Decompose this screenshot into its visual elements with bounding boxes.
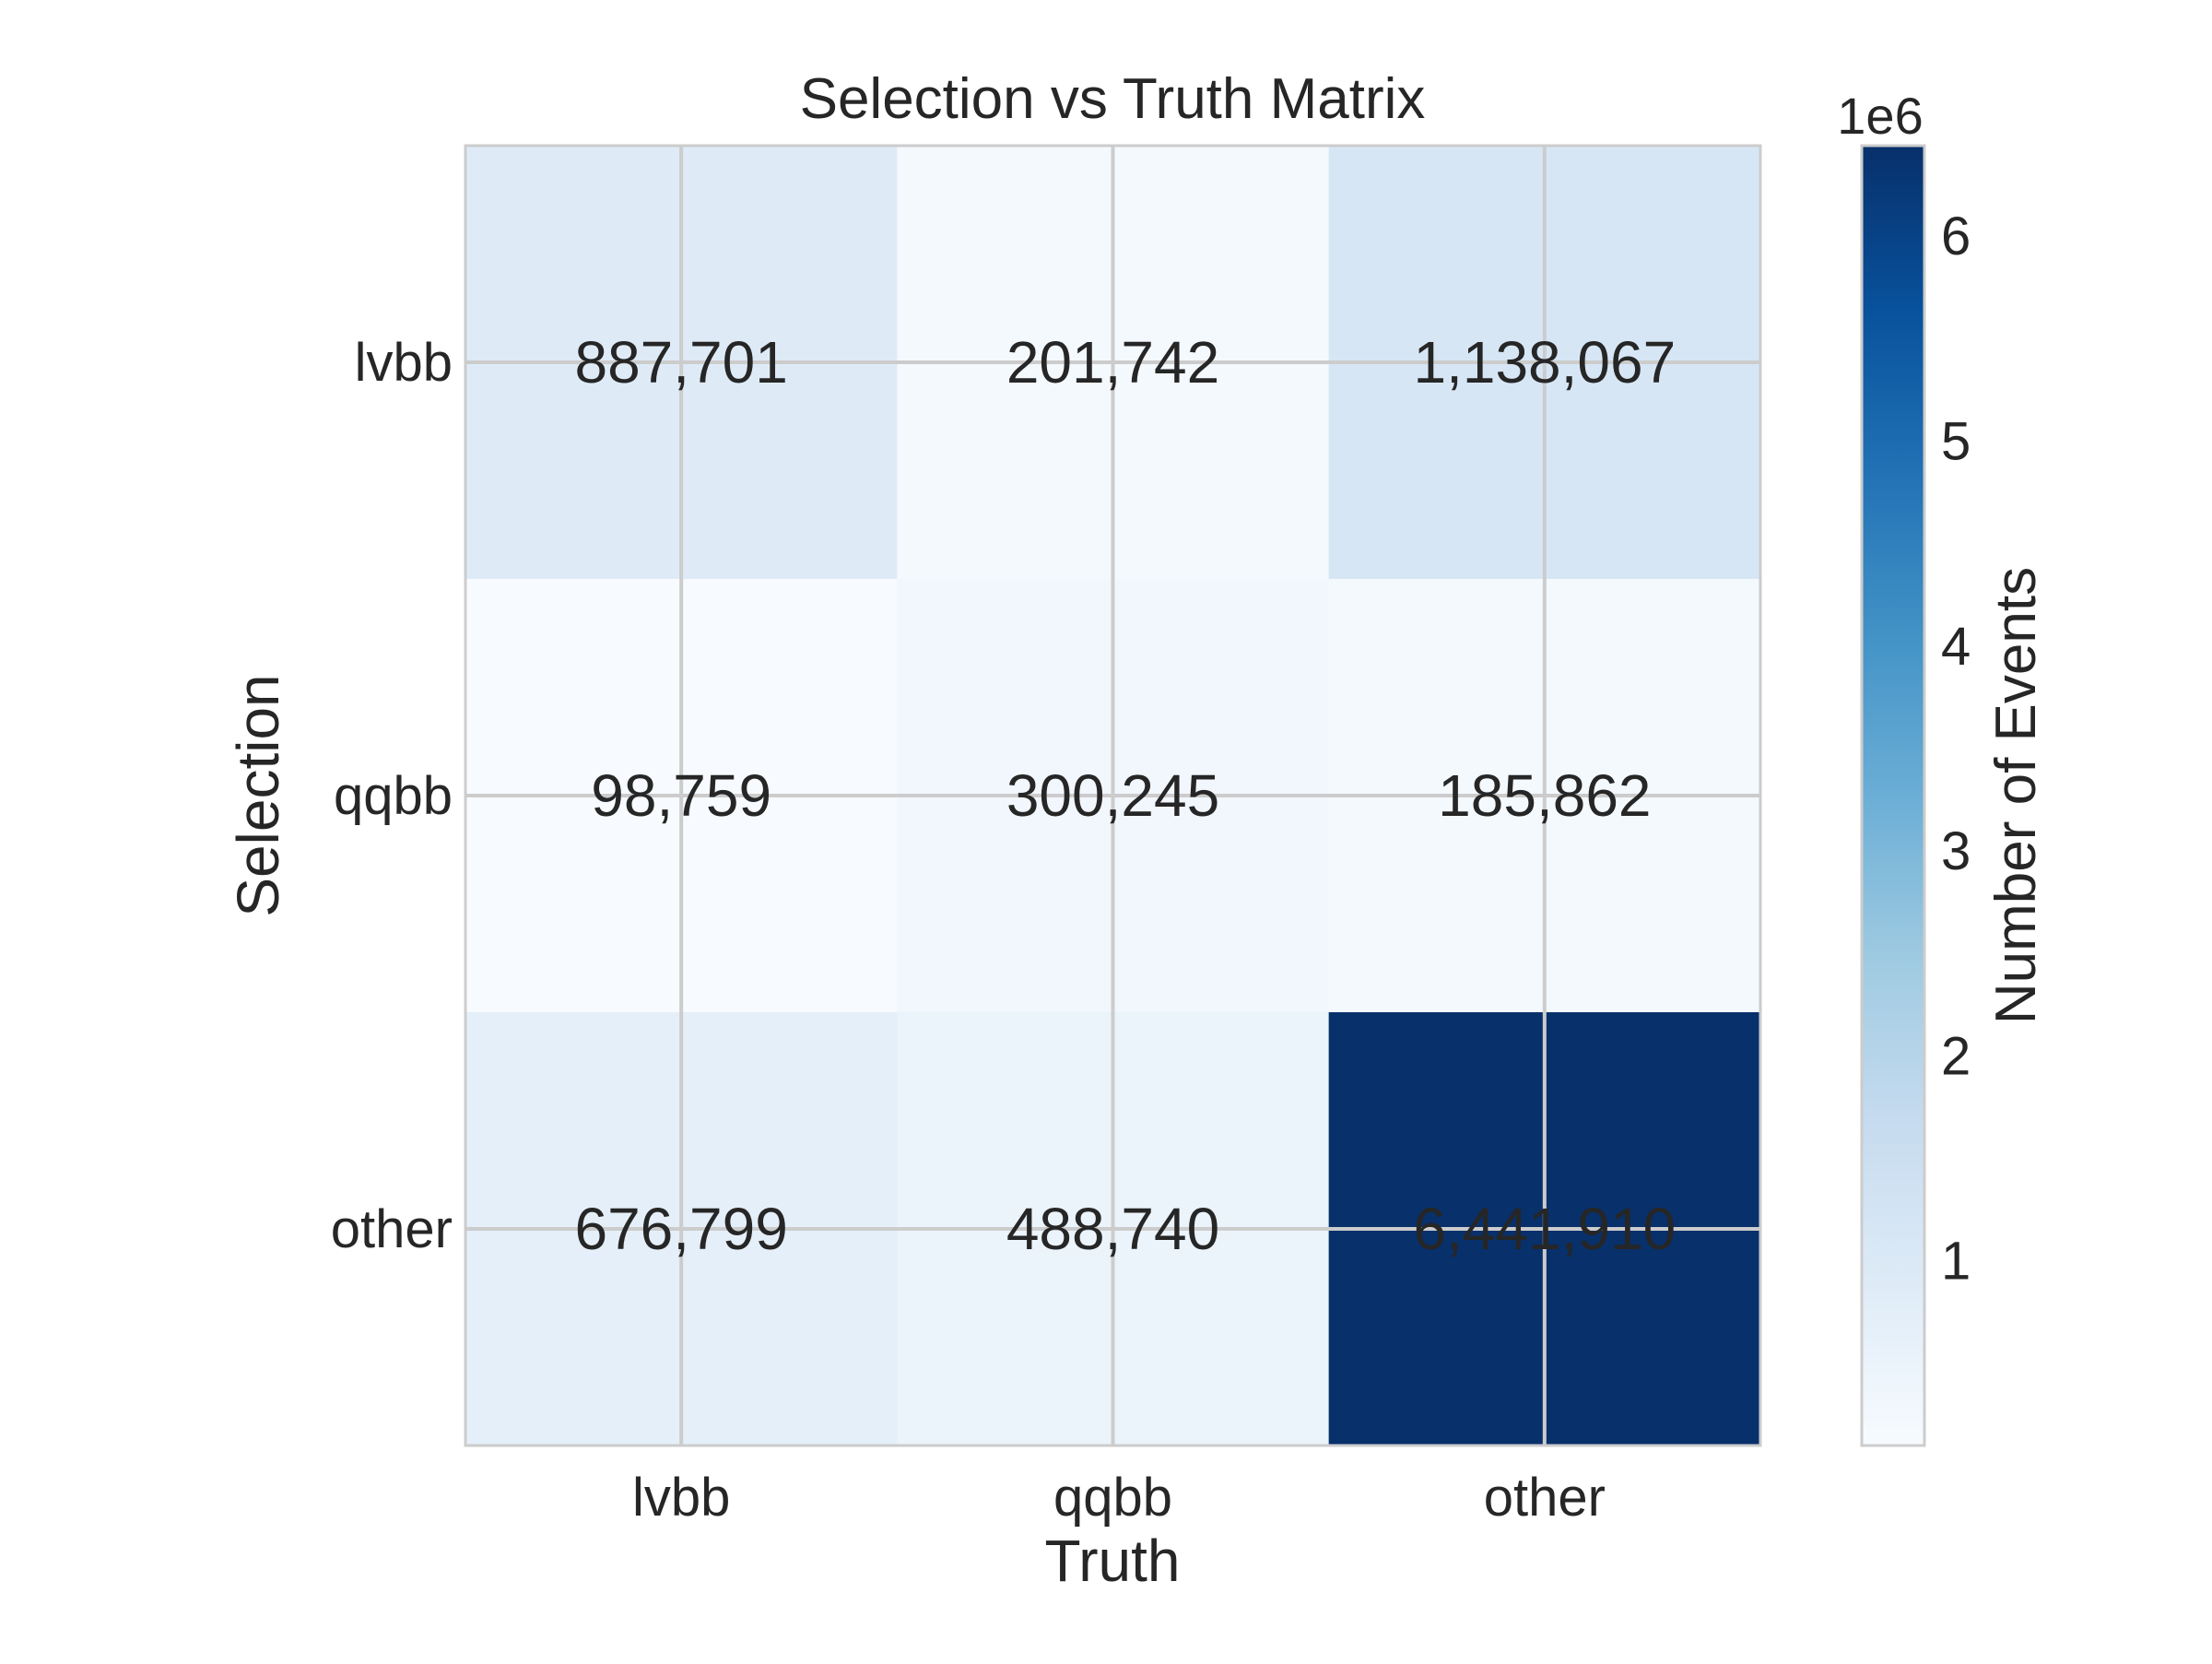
colorbar-tick-labels: 1 2 3 4 5 6 <box>1941 207 1971 1291</box>
y-tick-label: qqbb <box>334 766 453 826</box>
colorbar-label: Number of Events <box>1984 567 2048 1024</box>
x-tick-labels: lvbb qqbb other <box>632 1468 1606 1528</box>
colorbar <box>1860 144 1926 1447</box>
cell-value-label: 488,740 <box>1006 1196 1219 1262</box>
x-tick-label: lvbb <box>632 1468 730 1528</box>
colorbar-tick-label: 5 <box>1941 412 1971 472</box>
colorbar-tick-label: 6 <box>1941 207 1971 266</box>
y-tick-label: lvbb <box>355 333 453 393</box>
y-axis-label: Selection <box>225 674 291 916</box>
colorbar-tick-label: 1 <box>1941 1232 1971 1292</box>
cell-value-label: 887,701 <box>574 329 787 395</box>
cell-value-label: 300,245 <box>1006 762 1219 829</box>
colorbar-tick-label: 4 <box>1941 617 1971 677</box>
y-tick-labels: lvbb qqbb other <box>331 333 453 1259</box>
cell-value-label: 98,759 <box>591 762 771 829</box>
plot-frame <box>464 144 1762 1447</box>
cell-value-labels: 887,701 201,742 1,138,067 98,759 300,245 185,… <box>574 329 1676 1262</box>
x-tick-label: qqbb <box>1053 1468 1172 1528</box>
cell-value-label: 1,138,067 <box>1413 329 1676 395</box>
x-axis-label: Truth <box>1045 1528 1181 1594</box>
grid-lines <box>465 146 1760 1446</box>
colorbar-tick-label: 3 <box>1941 821 1971 881</box>
cell-value-label: 6,441,910 <box>1413 1196 1676 1262</box>
chart-title: Selection vs Truth Matrix <box>800 67 1426 131</box>
colorbar-offset-text: 1e6 <box>1837 87 1923 145</box>
colorbar-tick-label: 2 <box>1941 1026 1971 1086</box>
cell-value-label: 676,799 <box>574 1196 787 1262</box>
y-tick-label: other <box>331 1199 453 1259</box>
x-tick-label: other <box>1484 1468 1606 1528</box>
cell-value-label: 185,862 <box>1438 762 1651 829</box>
cell-value-label: 201,742 <box>1006 329 1219 395</box>
